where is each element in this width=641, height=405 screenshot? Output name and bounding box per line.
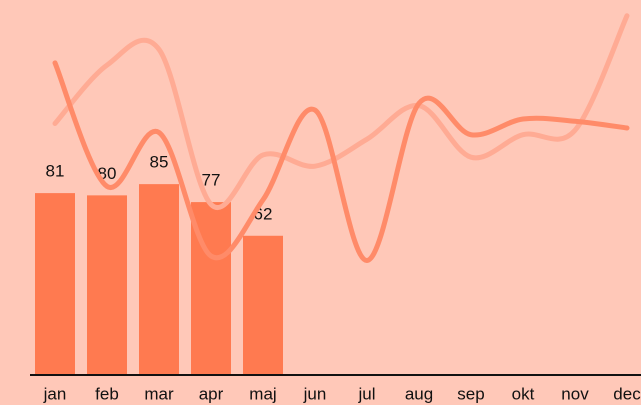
bar (87, 195, 127, 375)
x-tick-label: sep (457, 384, 484, 403)
x-tick-label: apr (199, 384, 224, 403)
x-tick-label: jul (357, 384, 375, 403)
x-tick-label: feb (95, 384, 119, 403)
line (52, 13, 630, 210)
bar (243, 235, 283, 375)
bar (35, 193, 75, 375)
data-label: 85 (150, 153, 169, 172)
x-tick-label: aug (405, 384, 433, 403)
line (52, 60, 630, 263)
x-tick-label: okt (512, 384, 535, 403)
x-tick-label: mar (144, 384, 174, 403)
x-tick-label: jun (303, 384, 327, 403)
x-tick-label: maj (249, 384, 276, 403)
data-label: 77 (202, 171, 221, 190)
x-tick-label: nov (561, 384, 589, 403)
x-tick-label: dec (613, 384, 641, 403)
bar (139, 184, 179, 375)
x-tick-label: jan (43, 384, 67, 403)
data-label: 81 (46, 162, 65, 181)
